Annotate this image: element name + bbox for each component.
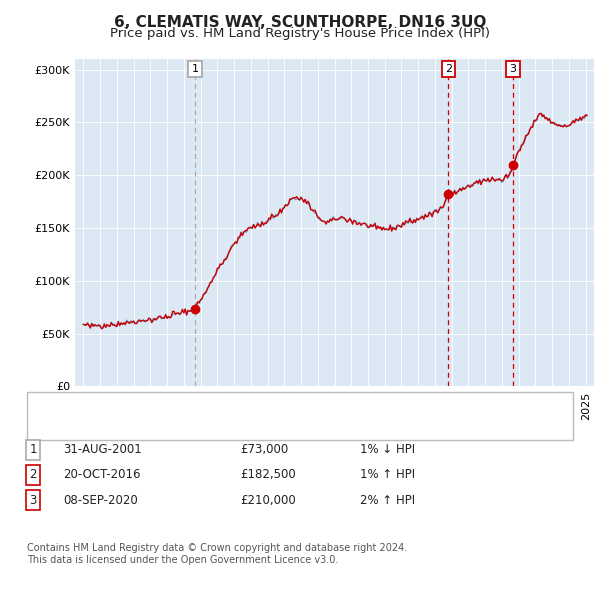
- Text: 3: 3: [509, 64, 517, 74]
- Text: ────: ────: [42, 412, 72, 425]
- Text: £210,000: £210,000: [240, 494, 296, 507]
- Text: ────: ────: [42, 425, 72, 438]
- Text: 2: 2: [445, 64, 452, 74]
- Text: Contains HM Land Registry data © Crown copyright and database right 2024.: Contains HM Land Registry data © Crown c…: [27, 543, 407, 553]
- Text: 20-OCT-2016: 20-OCT-2016: [63, 468, 140, 481]
- Text: 6, CLEMATIS WAY, SCUNTHORPE, DN16 3UQ (detached house): 6, CLEMATIS WAY, SCUNTHORPE, DN16 3UQ (d…: [69, 412, 436, 425]
- Text: This data is licensed under the Open Government Licence v3.0.: This data is licensed under the Open Gov…: [27, 555, 338, 565]
- Text: 2: 2: [29, 468, 37, 481]
- Text: 2% ↑ HPI: 2% ↑ HPI: [360, 494, 415, 507]
- Text: 1: 1: [29, 443, 37, 456]
- Text: 1% ↓ HPI: 1% ↓ HPI: [360, 443, 415, 456]
- Text: 1% ↑ HPI: 1% ↑ HPI: [360, 468, 415, 481]
- Text: HPI: Average price, detached house, North Lincolnshire: HPI: Average price, detached house, Nort…: [69, 425, 395, 438]
- Text: 08-SEP-2020: 08-SEP-2020: [63, 494, 138, 507]
- Text: 6, CLEMATIS WAY, SCUNTHORPE, DN16 3UQ: 6, CLEMATIS WAY, SCUNTHORPE, DN16 3UQ: [114, 15, 486, 30]
- Text: 31-AUG-2001: 31-AUG-2001: [63, 443, 142, 456]
- Text: £73,000: £73,000: [240, 443, 288, 456]
- Text: 1: 1: [191, 64, 199, 74]
- Text: 3: 3: [29, 494, 37, 507]
- Text: Price paid vs. HM Land Registry's House Price Index (HPI): Price paid vs. HM Land Registry's House …: [110, 27, 490, 40]
- Text: £182,500: £182,500: [240, 468, 296, 481]
